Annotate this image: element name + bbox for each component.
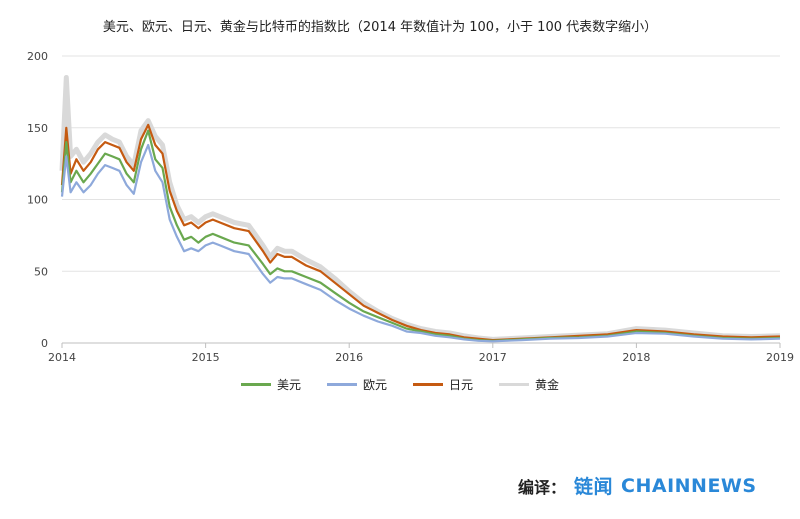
chart-title: 美元、欧元、日元、黄金与比特币的指数比（2014 年数值计为 100，小于 10… bbox=[102, 20, 658, 35]
x-tick-label: 2019 bbox=[766, 351, 794, 364]
credit-block: 编译： 链闻 CHAINNEWS bbox=[518, 472, 757, 499]
y-tick-label: 100 bbox=[27, 194, 48, 207]
x-axis: 2014 2015 2016 2017 2018 2019 bbox=[48, 343, 794, 364]
legend-swatch bbox=[240, 383, 271, 386]
brand-english: CHAINNEWS bbox=[621, 474, 757, 497]
legend-swatch bbox=[413, 383, 443, 386]
x-tick-label: 2015 bbox=[192, 351, 220, 364]
legend-label: 日元 bbox=[449, 378, 474, 392]
legend-item: 美元 bbox=[240, 376, 301, 393]
y-tick-label: 200 bbox=[27, 50, 48, 63]
series-line-eur bbox=[60, 143, 781, 343]
legend-item: 日元 bbox=[413, 376, 473, 393]
legend-swatch bbox=[499, 383, 530, 386]
credit-label: 编译： bbox=[518, 477, 567, 497]
legend-label: 欧元 bbox=[362, 378, 387, 392]
brand-chinese: 链闻 bbox=[574, 476, 614, 498]
legend-label: 黄金 bbox=[535, 378, 560, 392]
legend-item: 欧元 bbox=[326, 376, 387, 393]
legend-swatch bbox=[326, 383, 357, 386]
y-tick-label: 0 bbox=[41, 337, 48, 350]
series-line-jpy bbox=[60, 123, 781, 342]
x-tick-label: 2016 bbox=[335, 351, 363, 364]
series-layer bbox=[59, 75, 781, 343]
legend-label: 美元 bbox=[276, 378, 301, 392]
legend: 美元 欧元 日元 黄金 bbox=[0, 376, 800, 393]
y-tick-label: 50 bbox=[34, 265, 48, 278]
series-line-usd bbox=[60, 129, 781, 342]
x-tick-label: 2018 bbox=[622, 351, 650, 364]
y-axis: 0 50 100 150 200 bbox=[27, 50, 48, 350]
x-tick-label: 2017 bbox=[479, 351, 507, 364]
chart-plot: 0 50 100 150 200 2014 2015 2016 2017 2018 2019 bbox=[27, 50, 794, 364]
legend-item: 黄金 bbox=[499, 376, 559, 393]
gridlines bbox=[62, 55, 780, 344]
x-tick-label: 2014 bbox=[48, 351, 76, 364]
y-tick-label: 150 bbox=[27, 122, 48, 135]
